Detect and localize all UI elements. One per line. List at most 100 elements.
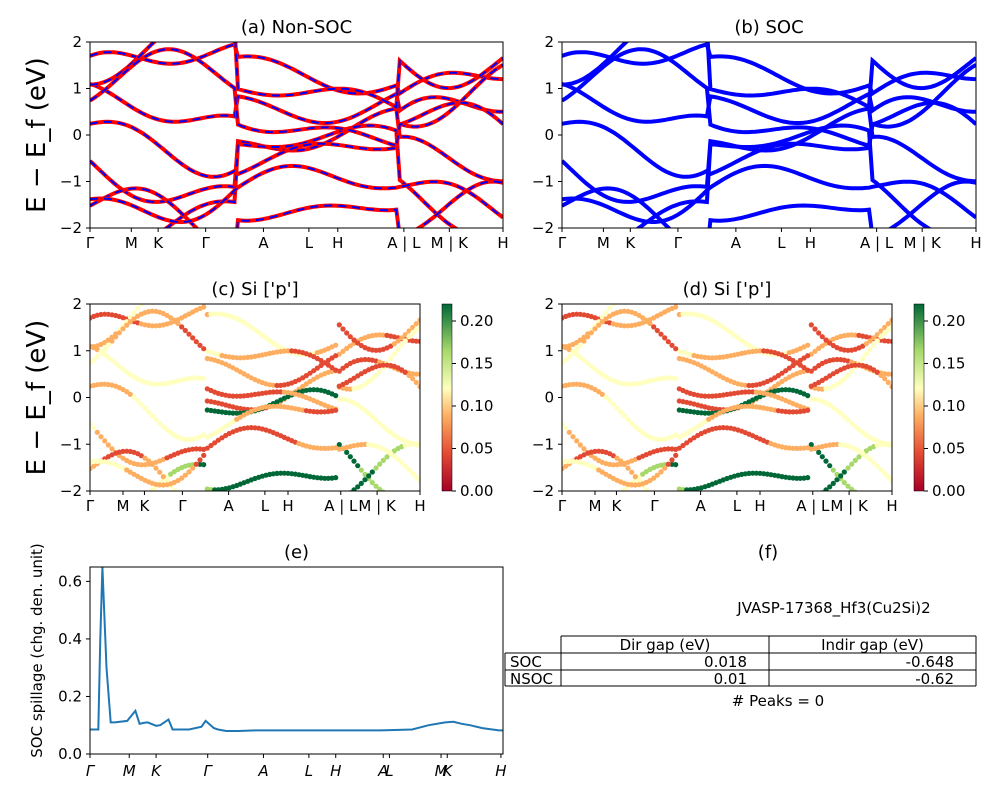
projection-dot bbox=[838, 410, 844, 416]
x-tick-label: M | K bbox=[830, 497, 869, 515]
projection-dot bbox=[875, 496, 880, 501]
projection-dot bbox=[362, 477, 368, 483]
x-tick-label: Γ bbox=[86, 234, 95, 252]
projection-dot bbox=[629, 420, 635, 426]
projection-dot bbox=[662, 279, 667, 284]
x-tick-label: L bbox=[305, 762, 313, 780]
x-tick-label: A bbox=[258, 234, 269, 252]
projection-dot bbox=[790, 362, 796, 369]
x-tick-label: H bbox=[805, 234, 816, 252]
projection-dot bbox=[124, 369, 130, 375]
projection-dot bbox=[823, 458, 829, 464]
projection-dot bbox=[588, 363, 594, 369]
projection-dot bbox=[311, 368, 317, 374]
projection-dot bbox=[380, 332, 386, 338]
projection-dot bbox=[797, 362, 803, 368]
colorbar-label: 0.15 bbox=[932, 355, 965, 373]
bands-a bbox=[90, 42, 503, 228]
projection-dot bbox=[234, 410, 240, 416]
projection-dot bbox=[885, 371, 891, 377]
y-tick-label: −1 bbox=[60, 173, 82, 191]
projection-dot bbox=[307, 387, 313, 393]
projection-dot bbox=[303, 373, 309, 379]
projection-dot bbox=[193, 375, 199, 381]
projection-dot bbox=[673, 304, 679, 310]
projection-dot bbox=[142, 455, 148, 461]
projection-dot bbox=[849, 486, 855, 491]
x-tick-label: K bbox=[153, 234, 164, 252]
projection-dot bbox=[665, 461, 671, 467]
projection-dot bbox=[333, 475, 339, 481]
projection-dot bbox=[570, 434, 576, 440]
projection-dot bbox=[651, 475, 657, 481]
projection-dot bbox=[201, 515, 206, 520]
projection-dot bbox=[834, 381, 840, 387]
band-line bbox=[562, 47, 976, 149]
projection-dot bbox=[94, 458, 100, 464]
projection-dot bbox=[581, 338, 587, 344]
projection-dot bbox=[116, 330, 122, 336]
projection-dot bbox=[889, 477, 892, 483]
projection-dot bbox=[625, 286, 630, 291]
projection-dot bbox=[845, 372, 851, 378]
table-cell: 0.018 bbox=[704, 653, 747, 671]
projection-dot bbox=[633, 281, 638, 286]
projection-dot bbox=[563, 425, 569, 431]
projection-dot bbox=[274, 470, 280, 476]
projection-dot bbox=[665, 446, 671, 452]
projection-dot bbox=[592, 448, 598, 454]
projection-dot bbox=[823, 487, 829, 491]
projection-dot bbox=[577, 442, 583, 448]
projection-dot bbox=[889, 371, 892, 377]
projection-dot bbox=[720, 324, 726, 330]
x-tick-label: Γ bbox=[650, 497, 659, 515]
projection-dot bbox=[786, 365, 792, 371]
projection-dot bbox=[838, 379, 844, 385]
projection-dot bbox=[566, 354, 572, 360]
x-tick-label: L bbox=[733, 497, 742, 515]
projection-dot bbox=[574, 346, 580, 352]
projection-dot bbox=[98, 503, 103, 508]
projection-dot bbox=[278, 470, 284, 476]
projection-dot bbox=[610, 304, 616, 307]
projection-dot bbox=[662, 508, 667, 513]
projection-dot bbox=[373, 347, 379, 353]
projection-dot bbox=[819, 343, 825, 349]
projection-dot bbox=[201, 284, 206, 289]
projection-dot bbox=[417, 384, 420, 390]
projection-dot bbox=[281, 470, 287, 476]
projection-dot bbox=[410, 470, 416, 476]
projection-dot bbox=[647, 276, 652, 281]
projection-dot bbox=[153, 381, 159, 387]
y-tick-label: 2 bbox=[72, 295, 82, 313]
projection-dot bbox=[314, 409, 320, 415]
projection-dot bbox=[592, 366, 598, 372]
projection-dot bbox=[388, 450, 394, 457]
table-cell: -0.62 bbox=[915, 670, 954, 688]
projection-dot bbox=[563, 357, 569, 363]
projection-dot bbox=[607, 398, 613, 404]
projection-dot bbox=[570, 503, 575, 508]
x-tick-label: K bbox=[442, 762, 453, 780]
projection-dot bbox=[373, 483, 379, 489]
projection-dot bbox=[230, 354, 236, 360]
projection-dot bbox=[373, 465, 379, 471]
projection-dot bbox=[841, 469, 847, 475]
projection-dot bbox=[827, 463, 833, 469]
y-tick-label: 0 bbox=[72, 389, 82, 407]
projection-dot bbox=[834, 441, 840, 447]
projection-dot bbox=[640, 315, 646, 321]
projection-dot bbox=[325, 362, 331, 368]
projection-dot bbox=[149, 461, 155, 467]
projection-dot bbox=[186, 469, 192, 475]
projection-dot bbox=[863, 432, 869, 438]
projection-dot bbox=[849, 461, 855, 467]
projection-dot bbox=[314, 365, 320, 371]
projection-dot bbox=[259, 332, 265, 338]
projection-dot bbox=[841, 480, 847, 486]
projection-dot bbox=[566, 458, 572, 464]
projection-dot bbox=[410, 376, 416, 382]
projection-dot bbox=[135, 305, 141, 311]
x-tick-label: K bbox=[151, 762, 162, 780]
projection-dot bbox=[318, 475, 324, 481]
